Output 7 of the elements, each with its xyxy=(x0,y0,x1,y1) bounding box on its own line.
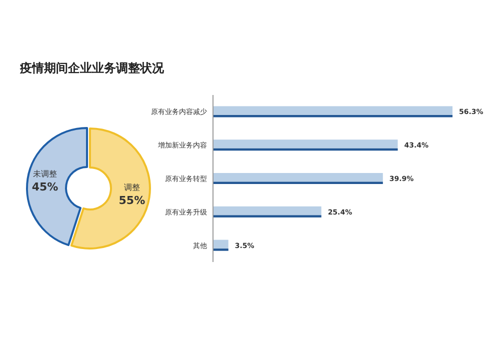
donut-slice xyxy=(70,127,151,250)
donut-slice xyxy=(26,127,88,246)
chart-title: 疫情期间企业业务调整状况 xyxy=(19,61,165,75)
slice-label: 调整 xyxy=(124,183,140,192)
slice-label: 未调整 xyxy=(33,169,58,178)
data-label: 55% xyxy=(118,194,146,208)
data-label: 45% xyxy=(32,180,58,194)
